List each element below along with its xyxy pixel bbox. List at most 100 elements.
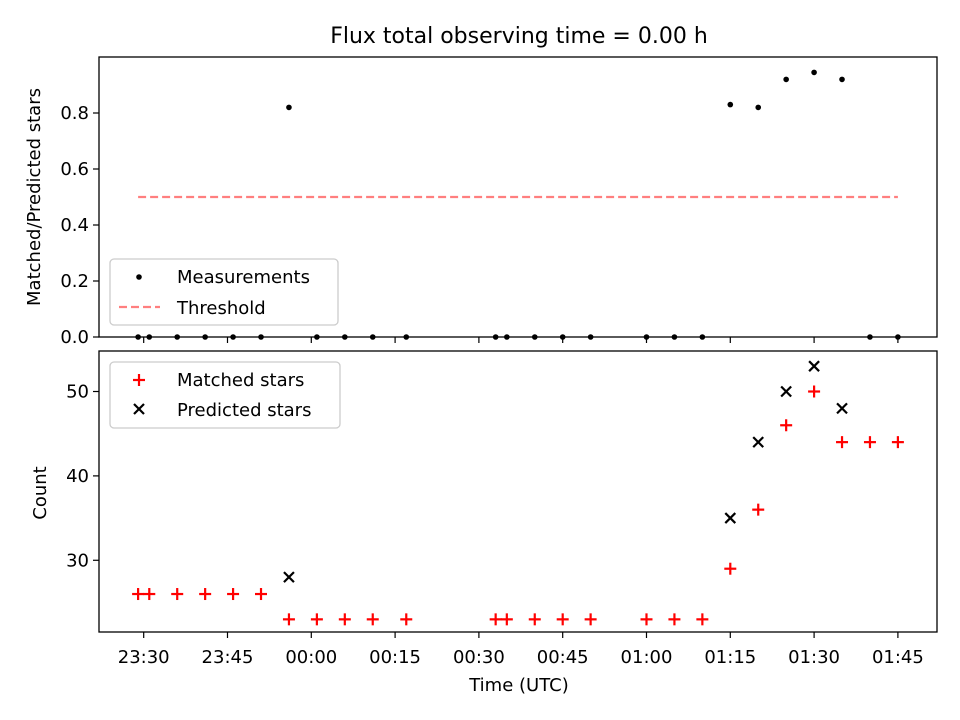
predicted-stars-point-b xyxy=(836,402,848,415)
matched-stars-point xyxy=(366,613,379,626)
matched-stars-point xyxy=(227,588,240,601)
predicted-stars-point-b xyxy=(283,571,295,583)
x-tick-label: 01:00 xyxy=(621,647,673,668)
x-tick-label: 00:00 xyxy=(285,647,337,668)
x-tick-label: 01:15 xyxy=(704,647,756,668)
top-y-ticks: 0.0 0.2 0.4 0.6 0.8 xyxy=(60,103,99,348)
measurement-point xyxy=(755,104,762,111)
bottom-y-tick-label: 50 xyxy=(66,382,89,403)
matched-stars-point xyxy=(724,562,737,575)
top-y-tick-label: 0.0 xyxy=(60,327,89,348)
measurement-point xyxy=(314,334,320,340)
measurement-point xyxy=(699,334,706,340)
predicted-stars-point xyxy=(283,571,295,583)
matched-stars-point xyxy=(500,613,513,626)
predicted-stars-point xyxy=(780,385,792,398)
x-tick-label: 01:30 xyxy=(788,647,840,668)
matched-stars-point xyxy=(640,613,653,626)
matched-stars-point xyxy=(282,613,295,626)
measurement-point xyxy=(727,101,734,108)
predicted-stars-point-b xyxy=(780,385,792,398)
bottom-y-ticks: 30 40 50 xyxy=(66,382,99,571)
top-plot-frame xyxy=(98,56,938,338)
legend-predicted-stars-label: Predicted stars xyxy=(177,400,311,421)
measurement-point xyxy=(531,334,538,340)
matched-stars-point xyxy=(143,588,156,601)
legend-predicted-stars-marker xyxy=(133,403,145,415)
measurement-point xyxy=(492,334,499,340)
x-tick-label: 00:15 xyxy=(369,647,421,668)
top-x-ticks xyxy=(143,337,899,343)
predicted-stars-point-b xyxy=(808,360,820,372)
matched-stars-point xyxy=(752,503,765,516)
measurement-point xyxy=(369,334,376,340)
bottom-series-marks xyxy=(132,360,904,626)
top-plot-panel: 0.00.20.40.60.8 Matched/Predicted stars … xyxy=(24,56,938,348)
measurement-point xyxy=(174,334,181,340)
matched-stars-point xyxy=(528,613,541,626)
bottom-legend: Matched stars Predicted stars xyxy=(109,361,341,429)
measurement-point xyxy=(146,334,153,340)
matched-stars-point xyxy=(696,613,709,626)
top-y-tick-label: 0.8 xyxy=(60,103,89,124)
matched-stars-point xyxy=(780,419,793,432)
matched-stars-point xyxy=(199,588,212,601)
legend-matched-stars-label: Matched stars xyxy=(177,370,304,391)
bottom-y-tick-label: 30 xyxy=(66,550,89,571)
measurement-point xyxy=(867,334,873,340)
legend-measurements-marker xyxy=(136,274,142,280)
measurement-point xyxy=(671,334,678,340)
matched-stars-point xyxy=(556,613,569,626)
bottom-plot-frame xyxy=(98,350,938,633)
measurement-point xyxy=(504,334,510,340)
predicted-stars-point xyxy=(836,402,848,415)
top-y-tick-label: 0.2 xyxy=(60,271,89,292)
measurement-point xyxy=(895,334,901,340)
matched-stars-point xyxy=(310,613,323,626)
measurement-point xyxy=(202,334,208,340)
bottom-plot-panel: 30 40 50 23:30 23:45 00:00 00:15 00:30 00:45 01:… xyxy=(30,350,938,696)
chart-title: Flux total observing time = 0.00 h xyxy=(330,24,708,49)
matched-stars-point xyxy=(255,588,268,601)
measurement-point xyxy=(643,334,650,340)
measurement-point xyxy=(587,334,594,340)
predicted-stars-point xyxy=(752,436,765,448)
top-legend-box xyxy=(109,258,339,326)
x-tick-label: 23:30 xyxy=(118,647,170,668)
predicted-stars-point-b xyxy=(752,436,765,448)
top-series-marks xyxy=(135,69,901,340)
measurement-point xyxy=(258,334,264,340)
legend-measurements-label: Measurements xyxy=(177,267,310,288)
top-y-axis-label: Matched/Predicted stars xyxy=(24,88,45,306)
predicted-stars-point-b xyxy=(724,512,737,524)
x-tick-label: 23:45 xyxy=(202,647,254,668)
matched-stars-point xyxy=(171,588,184,601)
matched-stars-point xyxy=(584,613,597,626)
matched-stars-point xyxy=(132,588,145,601)
matched-stars-point xyxy=(668,613,681,626)
bottom-x-ticks: 23:30 23:45 00:00 00:15 00:30 00:45 01:00 01:15… xyxy=(118,632,924,668)
measurement-point xyxy=(230,334,236,340)
matched-stars-point xyxy=(338,613,351,626)
matched-stars-point xyxy=(489,613,502,626)
legend-matched-stars-marker xyxy=(133,374,145,386)
top-y-tick-label: 0.6 xyxy=(60,159,89,180)
matched-stars-point xyxy=(836,436,849,449)
measurement-point xyxy=(783,76,789,83)
matched-stars-point xyxy=(891,436,904,449)
top-y-tick-label: 0.4 xyxy=(60,215,89,236)
predicted-stars-point xyxy=(808,360,820,372)
bottom-y-axis-label: Count xyxy=(30,466,51,519)
measurement-point xyxy=(811,69,817,76)
measurement-point xyxy=(135,334,141,340)
top-legend: Measurements Threshold xyxy=(109,258,339,326)
measurement-point xyxy=(403,334,410,340)
measurement-point xyxy=(286,104,292,111)
predicted-stars-point xyxy=(724,512,737,524)
x-tick-label: 00:45 xyxy=(537,647,589,668)
x-axis-label: Time (UTC) xyxy=(468,675,569,696)
measurement-point xyxy=(342,334,348,340)
x-tick-label: 00:30 xyxy=(453,647,505,668)
matched-stars-point xyxy=(863,436,876,449)
